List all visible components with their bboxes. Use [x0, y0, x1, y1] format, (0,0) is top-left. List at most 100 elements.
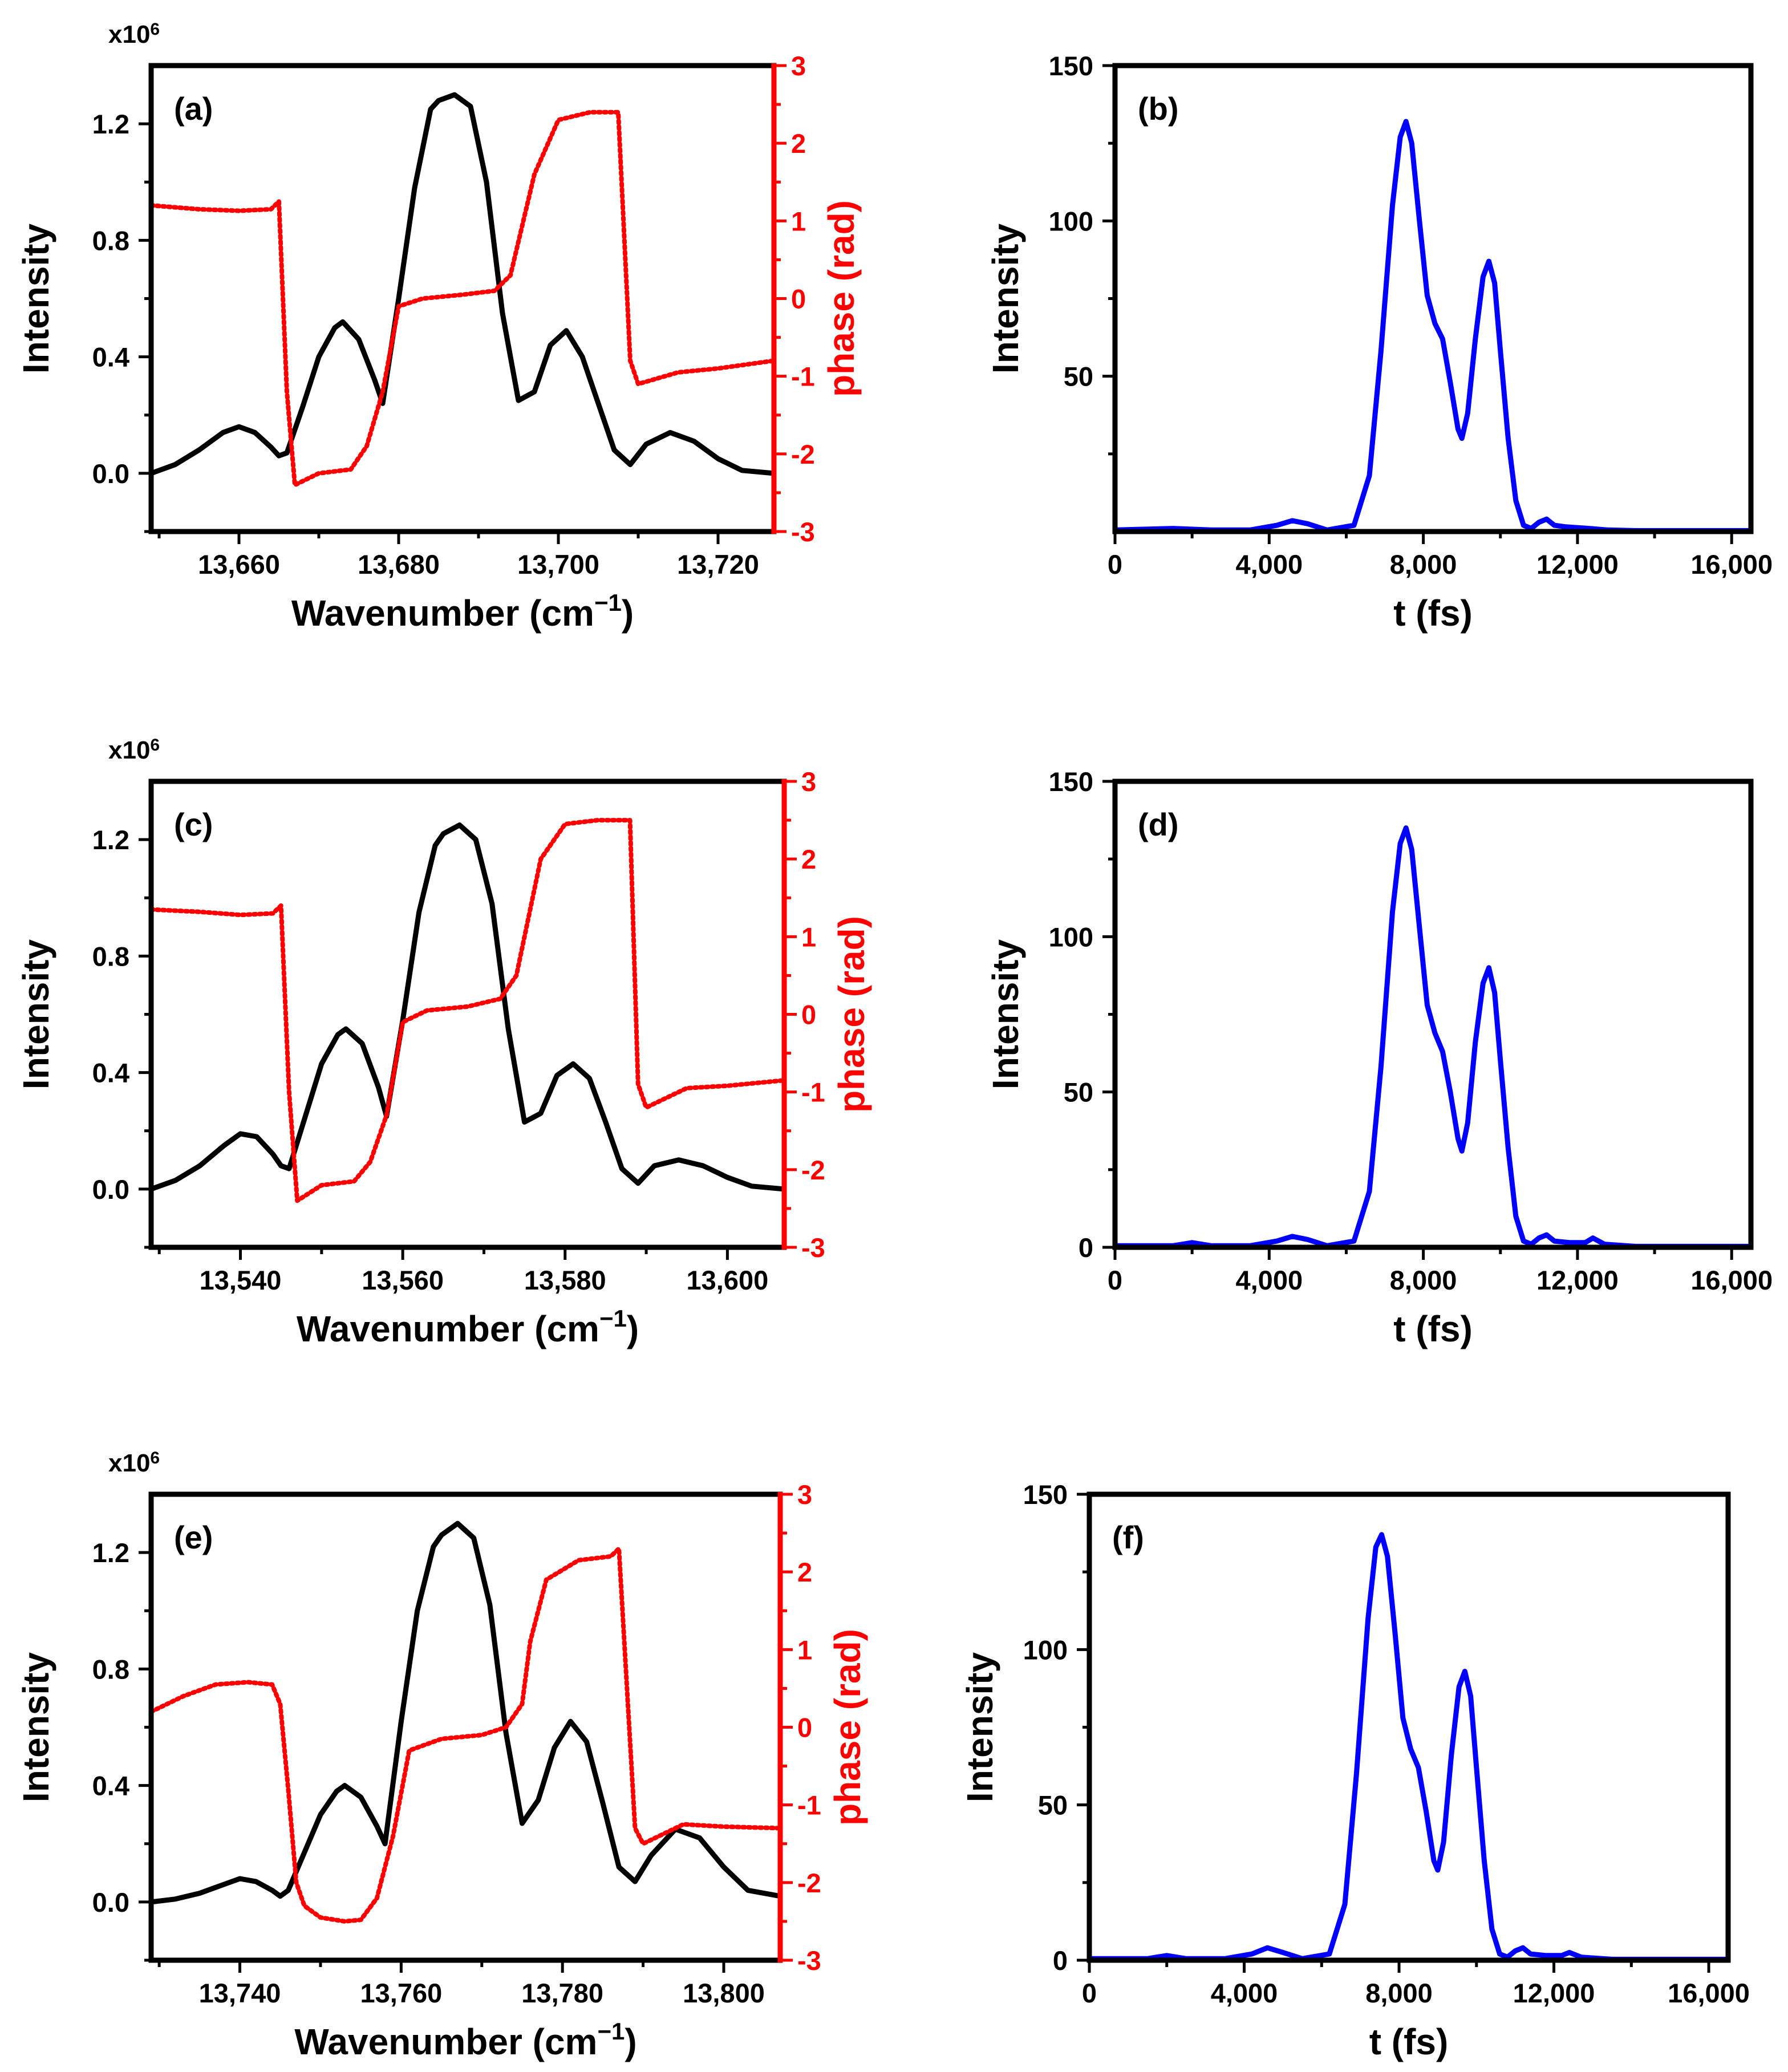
y2-tick-label-e: 2	[797, 1557, 812, 1587]
x-axis-label-b: t (fs)	[1393, 593, 1473, 634]
y-tick-label-a: 0.8	[92, 225, 129, 256]
y-tick-label-c: 0.4	[92, 1058, 129, 1088]
x-tick-label-e: 13,760	[360, 1978, 442, 2008]
panel-d: 0 4,000 8,000 12,000 16,000 0 50 100 150 (d) t (fs…	[985, 767, 1773, 1349]
x-axis-label-exponent-a: −1	[594, 589, 622, 616]
y-tick-label-c: 0.8	[92, 941, 129, 971]
y2-tick-label-e: -2	[797, 1868, 821, 1898]
x-tick-label-b: 16,000	[1690, 549, 1773, 579]
y2-tick-label-c: 0	[801, 1000, 816, 1030]
y-tick-label-d: 150	[1049, 767, 1093, 797]
y-tick-label-a: 0.4	[92, 342, 129, 372]
y-tick-label-d: 0	[1079, 1232, 1093, 1263]
intensity-line-f	[1089, 1532, 1728, 1960]
y2-tick-label-c: 1	[801, 922, 816, 952]
y-tick-label-e: 0.0	[92, 1887, 129, 1917]
y-tick-label-d: 50	[1064, 1077, 1093, 1108]
x-axis-label-e: Wavenumber (cm−1)	[294, 2018, 636, 2062]
multiplier-base-e: x10	[108, 1449, 150, 1477]
x-tick-label-e: 13,780	[521, 1978, 603, 2008]
y2-tick-label-c: -3	[801, 1232, 825, 1263]
y2-tick-label-a: 2	[791, 128, 806, 159]
multiplier-label-e: x106	[108, 1449, 160, 1477]
x-tick-label-d: 12,000	[1536, 1265, 1619, 1295]
y2-tick-label-e: -1	[797, 1790, 821, 1820]
phase-line-e	[151, 1546, 780, 1924]
x-tick-label-b: 0	[1108, 549, 1122, 579]
y2-tick-label-e: 0	[797, 1713, 812, 1743]
y-axis-label-a: Intensity	[15, 224, 56, 374]
intensity-line-c	[151, 822, 784, 1192]
y2-tick-label-a: -3	[791, 517, 815, 547]
panel-label-a: (a)	[174, 91, 213, 127]
panel-b: 0 4,000 8,000 12,000 16,000 50 100 150 (b) t (fs)…	[985, 51, 1773, 634]
panel-label-e: (e)	[174, 1519, 213, 1555]
y2-tick-label-e: 3	[797, 1479, 812, 1510]
y-tick-label-c: 0.0	[92, 1174, 129, 1205]
y2-tick-label-a: 3	[791, 51, 806, 81]
y2-axis-label-c: phase (rad)	[831, 916, 872, 1113]
x-tick-label-f: 4,000	[1211, 1978, 1278, 2008]
x-tick-label-a: 13,660	[198, 549, 280, 579]
y-tick-label-e: 0.8	[92, 1654, 129, 1684]
y-tick-label-f: 100	[1023, 1635, 1068, 1665]
x-axis-label-d: t (fs)	[1393, 1308, 1473, 1349]
panel-f: 0 4,000 8,000 12,000 16,000 0 50 100 150 (f) t (fs…	[959, 1479, 1750, 2062]
intensity-line-e	[151, 1520, 780, 1905]
y-tick-label-a: 0.0	[92, 459, 129, 489]
x-axis-label-text-e: Wavenumber (cm	[294, 2021, 597, 2062]
x-tick-label-c: 13,540	[200, 1265, 282, 1295]
phase-line-a	[151, 110, 774, 488]
y2-tick-label-c: 3	[801, 767, 816, 797]
y2-axis-label-e: phase (rad)	[827, 1629, 868, 1826]
x-axis-label-close-e: )	[625, 2021, 636, 2062]
y-tick-label-b: 50	[1064, 362, 1093, 392]
x-axis-label-c: Wavenumber (cm−1)	[297, 1305, 639, 1349]
y2-tick-label-c: -1	[801, 1077, 825, 1108]
panel-e: 13,740 13,760 13,780 13,800 0.0 0.4 0.8 1.2 -3 -2…	[15, 1449, 868, 2062]
y2-tick-label-a: 1	[791, 206, 806, 236]
multiplier-base-c: x10	[108, 736, 150, 764]
x-tick-label-d: 8,000	[1390, 1265, 1457, 1295]
y-axis-label-c: Intensity	[15, 939, 56, 1090]
y-tick-label-b: 150	[1049, 51, 1093, 81]
y-tick-label-c: 1.2	[92, 825, 129, 855]
x-tick-label-a: 13,720	[677, 549, 759, 579]
y2-tick-label-a: 0	[791, 284, 806, 314]
panel-label-b: (b)	[1138, 91, 1179, 127]
intensity-line-a	[151, 92, 774, 476]
x-axis-label-a: Wavenumber (cm−1)	[291, 589, 634, 634]
y2-tick-label-a: -2	[791, 439, 815, 469]
x-tick-label-a: 13,680	[358, 549, 440, 579]
y-tick-label-b: 100	[1049, 206, 1093, 236]
panel-label-d: (d)	[1138, 806, 1179, 842]
x-axis-label-exponent-c: −1	[599, 1305, 627, 1332]
phase-line-c	[151, 818, 784, 1203]
x-tick-label-d: 16,000	[1690, 1265, 1773, 1295]
x-tick-label-c: 13,600	[687, 1265, 769, 1295]
intensity-line-b	[1115, 119, 1751, 532]
intensity-line-d	[1115, 825, 1751, 1247]
y-tick-label-d: 100	[1049, 922, 1093, 952]
y-axis-label-e: Intensity	[15, 1652, 56, 1803]
x-tick-label-f: 0	[1082, 1978, 1097, 2008]
x-tick-label-f: 8,000	[1365, 1978, 1433, 2008]
y2-tick-label-c: -2	[801, 1155, 825, 1185]
x-tick-label-d: 0	[1108, 1265, 1122, 1295]
x-tick-label-f: 16,000	[1668, 1978, 1750, 2008]
x-tick-label-c: 13,580	[524, 1265, 606, 1295]
x-tick-label-e: 13,740	[199, 1978, 281, 2008]
y2-tick-label-c: 2	[801, 844, 816, 874]
x-tick-label-c: 13,560	[362, 1265, 444, 1295]
x-axis-label-f: t (fs)	[1369, 2021, 1449, 2062]
y-tick-label-e: 0.4	[92, 1771, 129, 1801]
y2-tick-label-a: -1	[791, 362, 815, 392]
y-axis-label-d: Intensity	[985, 939, 1026, 1090]
panel-a: 13,660 13,680 13,700 13,720 0.0 0.4 0.8 1.2 -3 -2…	[15, 20, 862, 634]
multiplier-exponent-c: 6	[150, 736, 160, 755]
x-axis-label-close-c: )	[627, 1308, 639, 1349]
y-tick-label-f: 0	[1053, 1945, 1068, 1976]
x-axis-label-text-a: Wavenumber (cm	[291, 593, 594, 634]
